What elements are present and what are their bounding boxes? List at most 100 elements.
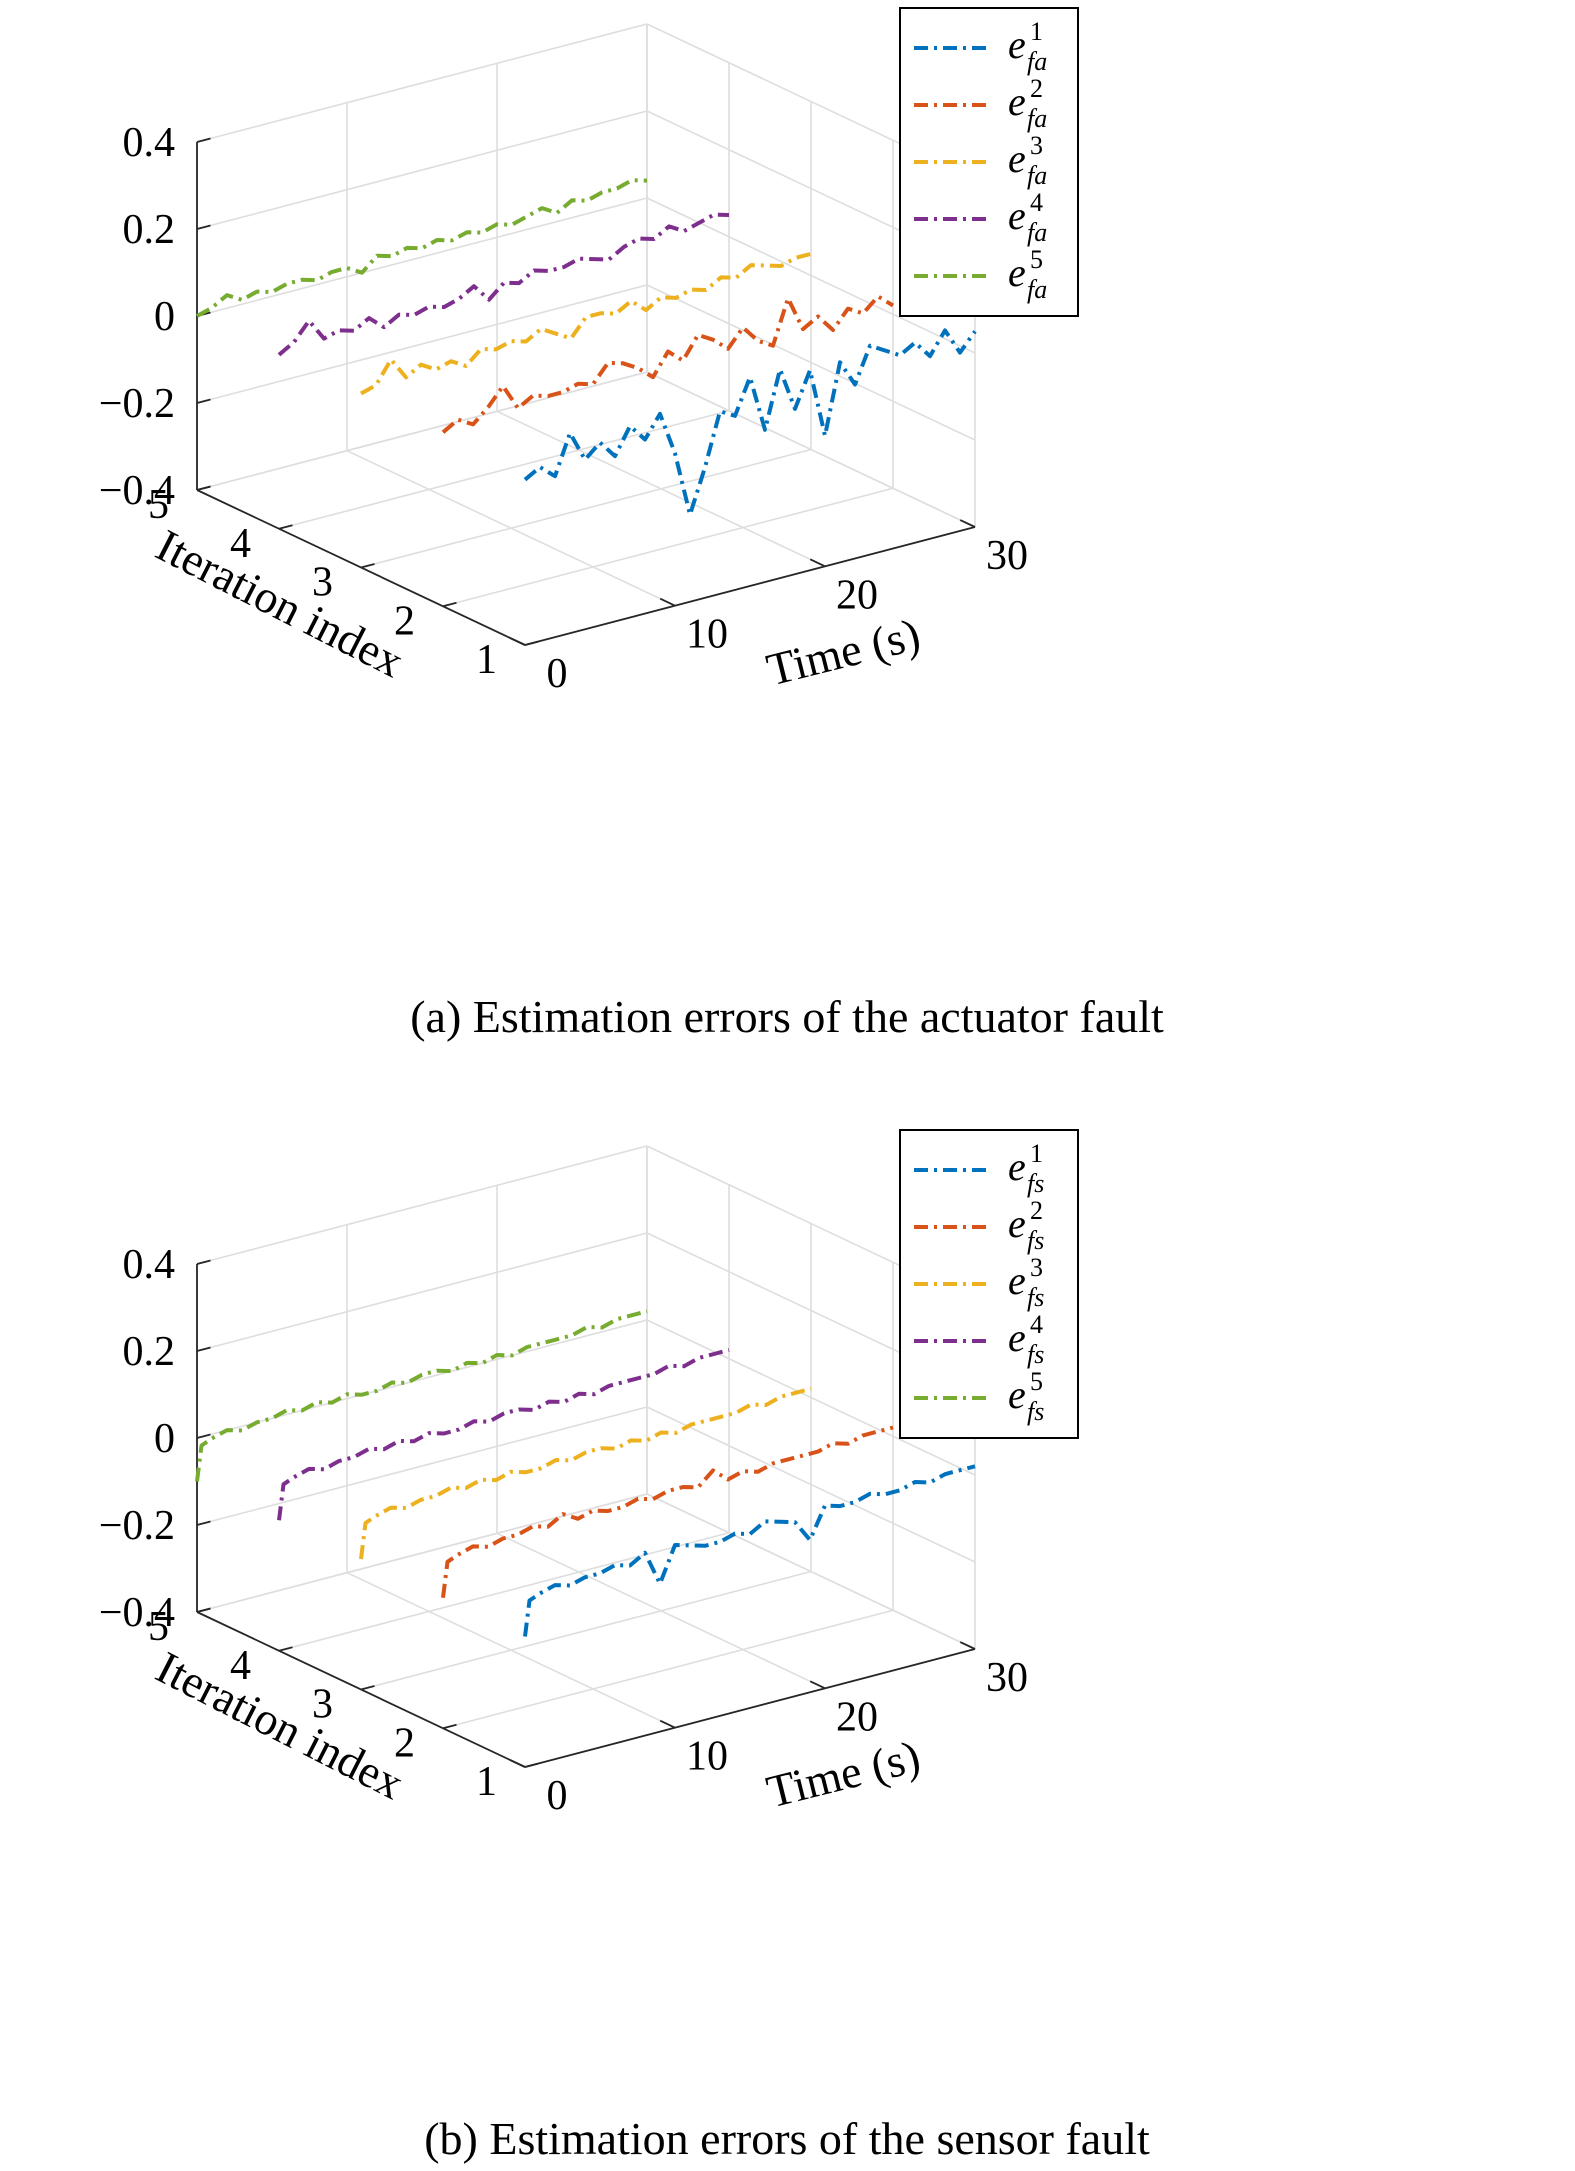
grid-line [646,371,976,528]
grid-line [278,1531,730,1652]
legend-subscript: fs [1027,1226,1044,1255]
value-tick [196,224,211,230]
iteration-tick [278,1646,293,1652]
legend-subscript: fs [1027,1340,1044,1369]
value-tick [196,1259,211,1265]
series-line-iteration-4 [277,1348,730,1521]
value-tick-label: 0.4 [123,120,176,166]
series-lines [195,1309,976,1637]
time-axis-label: Time (s) [762,608,925,695]
grid-line [646,1319,976,1476]
iteration-tick [278,524,293,530]
iteration-tick-label: 4 [230,521,251,567]
time-tick [959,519,976,528]
legend-subscript: fs [1027,1397,1044,1426]
value-tick-label: −0.4 [99,468,175,514]
legend-superscript: 1 [1030,1139,1043,1168]
series-line-iteration-1 [523,1464,976,1637]
legend-box [899,1129,1079,1439]
series-line-iteration-2 [441,294,895,434]
grid-line [646,284,976,441]
grid-line [196,1232,648,1352]
iteration-tick-label: 3 [312,560,333,606]
series-line-iteration-4 [277,212,730,357]
legend-superscript: 4 [1030,188,1043,217]
grid-line [646,197,976,354]
legend-subscript: fa [1027,275,1047,304]
grid-line [646,1406,976,1563]
legend-box [899,7,1079,317]
time-tick-label: 30 [986,1655,1028,1701]
time-tick-label: 0 [547,1773,568,1819]
value-tick-label: 0.2 [123,1329,176,1375]
value-tick-label: −0.2 [99,1503,175,1549]
axes: 0 10 20 30 1 2 3 4 5−0.4 −0.2 0 0.2 0.4 [99,1242,1028,1819]
time-axis [524,526,976,646]
time-tick-label: 10 [686,612,728,658]
figure-caption: (b) Estimation errors of the sensor faul… [424,2113,1150,2164]
time-tick [659,1719,676,1729]
grid-line [278,409,730,530]
grid [196,1145,976,1768]
grid-line [196,110,648,230]
series-line-iteration-3 [359,1386,812,1560]
time-tick [809,1680,826,1690]
time-axis-label: Time (s) [762,1730,925,1817]
time-tick [509,637,526,646]
grid-line [196,1145,648,1265]
time-tick-label: 20 [836,1694,878,1740]
iteration-tick [442,1723,457,1730]
legend-label: e [1008,193,1026,238]
grid-line [196,1319,648,1439]
legend-superscript: 2 [1030,74,1043,103]
iteration-tick-label: 4 [230,1643,251,1689]
legend-subscript: fa [1027,47,1047,76]
legend-label: e [1008,1258,1026,1303]
legend-superscript: 3 [1030,131,1043,160]
value-tick-label: −0.4 [99,1590,175,1636]
value-tick-label: 0.4 [123,1242,176,1288]
iteration-tick [360,563,375,569]
grid-line [196,371,648,491]
series-line-iteration-5 [195,1309,648,1482]
legend-subscript: fa [1027,161,1047,190]
time-tick-label: 30 [986,533,1028,579]
value-tick [196,1433,211,1439]
legend-label: e [1008,79,1026,124]
value-tick [196,137,211,143]
legend-subscript: fa [1027,218,1047,247]
time-tick [959,1641,976,1650]
legend-label: e [1008,1315,1026,1360]
grid-line [196,1493,648,1613]
value-tick-label: 0 [154,294,175,340]
time-tick-label: 20 [836,572,878,618]
legend-label: e [1008,1144,1026,1189]
iteration-tick-label: 3 [312,1682,333,1728]
legend-superscript: 4 [1030,1310,1043,1339]
grid-line [360,1570,812,1691]
value-tick [196,398,211,404]
legend-superscript: 1 [1030,17,1043,46]
legend-superscript: 5 [1030,1367,1043,1396]
legend-subscript: fs [1027,1169,1044,1198]
grid-line [196,1406,648,1526]
iteration-tick-label: 5 [148,1604,169,1650]
iteration-tick [524,640,539,646]
grid-line [360,448,812,569]
grid-line [196,197,648,317]
series-line-iteration-2 [441,1425,894,1599]
time-tick [509,1759,526,1768]
time-axis [524,1648,976,1768]
legend-superscript: 3 [1030,1253,1043,1282]
iteration-axis-label: Iteration index [148,1641,411,1809]
value-tick [196,1520,211,1526]
iteration-tick [442,601,457,608]
grid-line [196,23,648,143]
iteration-tick-label: 1 [476,637,497,683]
legend-label: e [1008,136,1026,181]
